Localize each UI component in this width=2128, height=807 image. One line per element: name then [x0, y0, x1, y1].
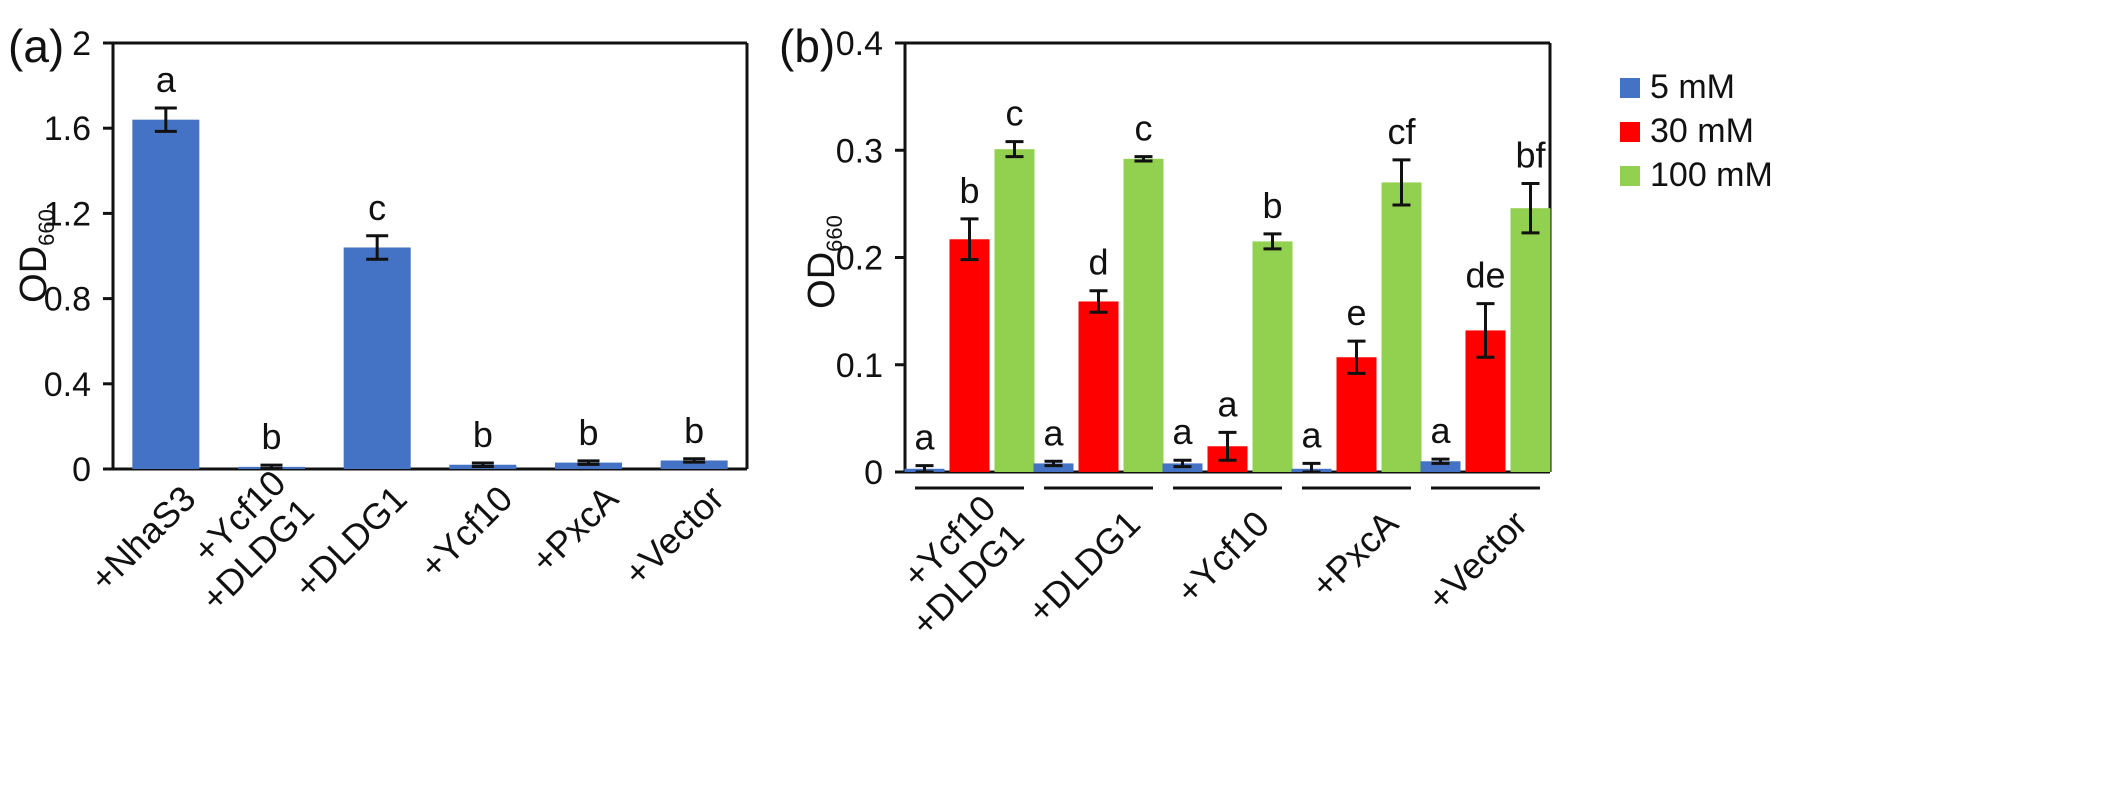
bar — [132, 119, 200, 470]
category-label-line: +DLDG1 — [286, 478, 415, 607]
significance-letter: de — [1465, 255, 1505, 296]
bar — [1510, 208, 1551, 473]
category-label-line: +Vector — [1419, 503, 1535, 619]
category-label: +Vector — [1419, 503, 1535, 619]
y-tick-label: 2 — [72, 25, 91, 63]
y-tick-label: 1.2 — [44, 195, 91, 233]
category-label: +Ycf10+DLDG1 — [165, 462, 322, 619]
category-label: +Ycf10+DLDG1 — [875, 487, 1032, 644]
category-label-line: +PxcA — [1303, 503, 1406, 606]
category-label: +Vector — [616, 478, 732, 594]
category-label: +PxcA — [523, 478, 626, 581]
y-axis-title: OD660 — [13, 209, 59, 303]
category-label-line: +PxcA — [523, 478, 626, 581]
category-label: +DLDG1 — [286, 478, 415, 607]
panel-b-grouped-bar-chart: (b)00.10.20.30.4OD660abc+Ycf10+DLDG1adc+… — [779, 20, 1773, 644]
y-tick-label: 0 — [72, 451, 91, 489]
significance-letter: b — [1262, 185, 1282, 226]
bar — [994, 149, 1035, 473]
significance-letter: a — [1430, 410, 1451, 451]
category-label-line: +Ycf10 — [411, 478, 520, 587]
bar — [1252, 241, 1293, 472]
bar — [949, 239, 990, 472]
significance-letter: c — [1135, 108, 1153, 149]
significance-letter: b — [261, 416, 281, 457]
bar — [660, 460, 728, 469]
significance-letter: a — [914, 417, 935, 458]
significance-letter: d — [1088, 242, 1108, 283]
y-tick-label: 0.8 — [44, 281, 91, 319]
significance-letter: cf — [1387, 111, 1416, 152]
panel-letter: (b) — [779, 20, 835, 72]
y-tick-label: 0.3 — [836, 132, 883, 170]
y-axis-title-subscript: 660 — [822, 215, 847, 252]
bar — [1078, 301, 1119, 472]
significance-letter: b — [578, 412, 598, 453]
significance-letter: bf — [1515, 134, 1546, 175]
significance-letter: e — [1346, 292, 1366, 333]
legend-label: 5 mM — [1650, 68, 1735, 106]
legend-swatch — [1620, 122, 1640, 142]
category-label: +Ycf10 — [411, 478, 520, 587]
significance-letter: a — [1172, 411, 1193, 452]
bar — [1381, 182, 1422, 473]
y-axis-title-subscript: 660 — [34, 209, 59, 246]
category-label-line: +DLDG1 — [1019, 503, 1148, 632]
y-axis-title: OD660 — [801, 215, 847, 309]
significance-letter: a — [156, 59, 177, 100]
bar — [1123, 158, 1164, 472]
bar — [343, 247, 411, 469]
significance-letter: c — [368, 187, 386, 228]
significance-letter: a — [1301, 414, 1322, 455]
significance-letter: b — [959, 170, 979, 211]
panel-letter: (a) — [8, 20, 64, 72]
legend-swatch — [1620, 78, 1640, 98]
y-tick-label: 0.4 — [44, 366, 91, 404]
category-label-line: +NhaS3 — [82, 478, 204, 600]
significance-letter: b — [684, 410, 704, 451]
legend-label: 30 mM — [1650, 112, 1754, 150]
significance-letter: a — [1043, 412, 1064, 453]
significance-letter: b — [473, 414, 493, 455]
category-label: +PxcA — [1303, 503, 1406, 606]
legend-swatch — [1620, 166, 1640, 186]
y-tick-label: 0.4 — [836, 25, 883, 63]
category-label: +DLDG1 — [1019, 503, 1148, 632]
significance-letter: c — [1006, 93, 1024, 134]
bar — [1336, 357, 1377, 472]
bar — [1420, 461, 1461, 472]
category-label: +NhaS3 — [82, 478, 204, 600]
bar — [1033, 463, 1074, 472]
y-axis-title-main: OD — [801, 252, 843, 309]
y-tick-label: 1.6 — [44, 110, 91, 148]
category-label-line: +Vector — [616, 478, 732, 594]
y-tick-label: 0.1 — [836, 347, 883, 385]
significance-letter: a — [1217, 383, 1238, 424]
category-label: +Ycf10 — [1168, 503, 1277, 612]
y-tick-label: 0 — [864, 454, 883, 492]
legend-label: 100 mM — [1650, 156, 1773, 194]
y-tick-label: 0.2 — [836, 240, 883, 278]
category-label-line: +Ycf10 — [1168, 503, 1277, 612]
y-axis-title-main: OD — [13, 246, 55, 303]
panel-a-bar-chart: (a) 0 0.4 0.8 1.2 1.6 2 OD660 a +NhaS3 b +Ycf10+DLD… — [8, 20, 749, 619]
